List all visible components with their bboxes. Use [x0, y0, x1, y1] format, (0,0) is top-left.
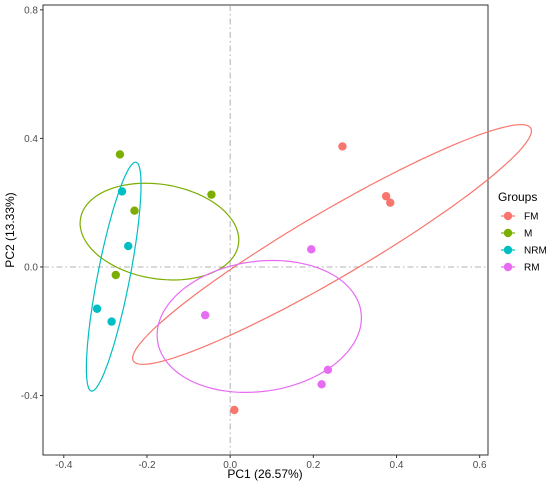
reference-lines — [43, 5, 488, 455]
x-tick-label: 0.0 — [223, 460, 237, 471]
point-m — [207, 190, 216, 199]
point-rm — [323, 365, 333, 375]
point-m — [115, 150, 125, 159]
confidence-ellipses — [79, 123, 533, 393]
x-tick-label: 0.6 — [473, 460, 487, 471]
point-rm — [317, 380, 326, 389]
point-fm — [230, 405, 239, 415]
legend-label-fm: FM — [524, 212, 538, 223]
ellipse-m — [79, 182, 240, 281]
point-rm — [307, 245, 316, 254]
x-tick-label: -0.4 — [55, 460, 73, 471]
y-axis-title: PC2 (13.33%) — [3, 192, 17, 267]
legend-label-nrm: NRM — [524, 246, 547, 257]
point-fm — [338, 142, 347, 151]
legend-label-m: M — [524, 229, 532, 240]
ellipse-nrm — [85, 161, 142, 392]
y-tick-label: -0.4 — [21, 391, 39, 402]
point-nrm — [124, 241, 133, 251]
y-tick-label: 0.4 — [24, 134, 38, 145]
x-tick-label: 0.4 — [390, 460, 404, 471]
x-axis: -0.4 -0.2 0.0 0.2 0.4 0.6 — [55, 455, 487, 471]
point-nrm — [92, 304, 102, 313]
point-fm — [381, 192, 391, 201]
point-nrm — [117, 187, 127, 196]
y-axis: -0.4 0.0 0.4 0.8 — [21, 5, 43, 402]
legend-key-rm — [503, 262, 513, 272]
legend: Groups FM M NRM RM — [498, 190, 547, 274]
point-fm — [386, 198, 395, 207]
legend-key-nrm — [503, 245, 513, 255]
y-tick-label: 0.8 — [24, 5, 38, 16]
point-m — [130, 206, 139, 215]
y-tick-label: 0.0 — [24, 262, 38, 273]
legend-key-fm — [503, 211, 513, 221]
data-points — [92, 142, 395, 415]
ellipse-rm — [156, 259, 363, 393]
legend-label-rm: RM — [524, 263, 540, 274]
point-nrm — [107, 317, 116, 326]
legend-key-m — [503, 228, 513, 238]
plot-panel — [42, 4, 489, 456]
x-tick-label: -0.2 — [138, 460, 156, 471]
x-tick-label: 0.2 — [306, 460, 320, 471]
legend-title: Groups — [498, 190, 537, 204]
x-axis-title: PC1 (26.57%) — [227, 467, 302, 481]
ellipse-fm — [131, 123, 533, 365]
point-rm — [200, 310, 210, 320]
point-m — [111, 270, 120, 280]
